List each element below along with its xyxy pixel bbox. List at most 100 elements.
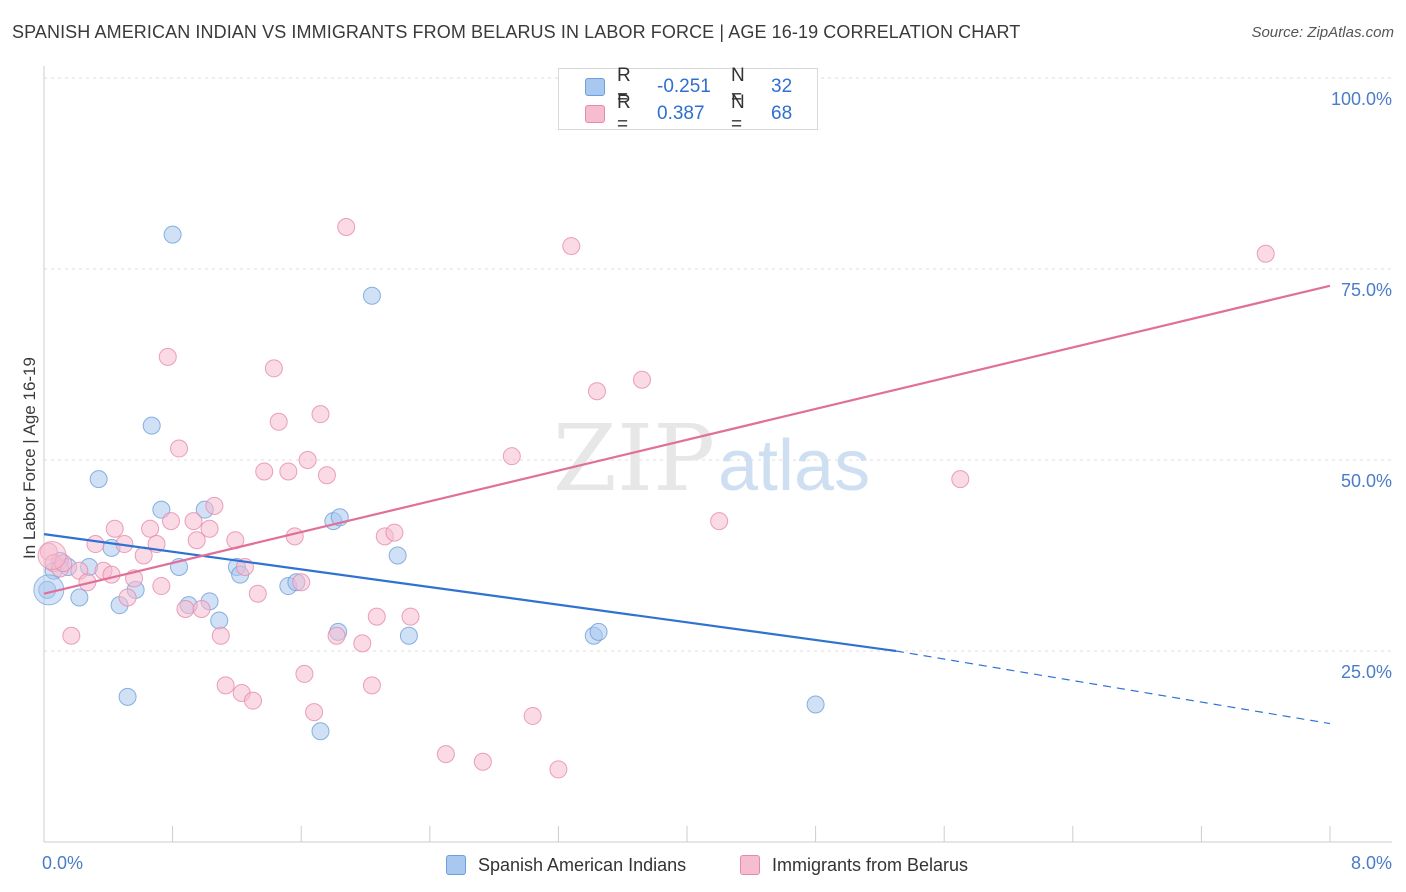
- point-immigrant-belarus: [205, 496, 224, 515]
- bottom-legend-series2: Immigrants from Belarus: [740, 852, 968, 878]
- point-immigrant-belarus: [295, 664, 314, 683]
- legend-swatch-pink: [585, 105, 605, 123]
- point-immigrant-belarus: [279, 462, 298, 481]
- trendline-immigrants-belarus: [43, 284, 1331, 595]
- point-spanish-american-indian: [163, 225, 182, 244]
- point-immigrant-belarus: [367, 607, 386, 626]
- point-immigrant-belarus: [710, 512, 729, 531]
- point-immigrant-belarus: [337, 217, 356, 236]
- point-immigrant-belarus: [118, 588, 137, 607]
- trend-layer: [43, 284, 1331, 725]
- point-spanish-american-indian: [142, 416, 161, 435]
- point-immigrant-belarus: [86, 535, 105, 554]
- point-immigrant-belarus-cluster: [37, 541, 67, 570]
- point-spanish-american-indian: [70, 588, 89, 607]
- point-immigrant-belarus: [62, 626, 81, 645]
- point-spanish-american-indian: [589, 622, 608, 641]
- legend-r-label: R =: [617, 92, 631, 135]
- point-immigrant-belarus: [385, 523, 404, 542]
- point-immigrant-belarus: [587, 382, 606, 401]
- legend-r-value-series1: -0.251: [657, 76, 711, 97]
- point-spanish-american-indian: [210, 611, 229, 630]
- legend-n-value-series1: 32: [771, 76, 793, 97]
- legend-n-value-series2: 68: [771, 103, 793, 124]
- point-immigrant-belarus: [184, 512, 203, 531]
- tick-label-layer: 25.0% 50.0% 75.0% 100.0% 0.0% 8.0%: [42, 89, 1392, 873]
- trendline-spanish-american-indians-extrapolated: [895, 650, 1331, 725]
- legend-r-label: R =: [617, 65, 631, 108]
- point-immigrant-belarus: [105, 519, 124, 538]
- x-tick-label-max: 8.0%: [1351, 853, 1392, 873]
- point-immigrant-belarus: [269, 412, 288, 431]
- points-layer: [33, 69, 1275, 779]
- point-immigrant-belarus: [170, 439, 189, 458]
- point-immigrant-belarus: [473, 752, 492, 771]
- point-immigrant-belarus: [176, 599, 195, 618]
- bottom-legend-swatch-blue: [446, 855, 466, 875]
- point-immigrant-belarus: [1256, 244, 1275, 263]
- point-spanish-american-indian: [388, 546, 407, 565]
- point-immigrant-belarus: [216, 676, 235, 695]
- point-immigrant-belarus: [317, 466, 336, 485]
- y-tick-label: 25.0%: [1341, 662, 1392, 682]
- bottom-legend-swatch-pink: [740, 855, 760, 875]
- legend-swatch-blue: [585, 78, 605, 96]
- point-immigrant-belarus: [523, 706, 542, 725]
- point-immigrant-belarus: [285, 527, 304, 546]
- correlation-legend: R = -0.251 N = 32 R = 0.387 N = 68: [558, 65, 818, 135]
- y-tick-label: 75.0%: [1341, 280, 1392, 300]
- chart-title: SPANISH AMERICAN INDIAN VS IMMIGRANTS FR…: [12, 22, 1021, 42]
- legend-n-label: N =: [731, 92, 745, 135]
- point-immigrant-belarus: [187, 531, 206, 550]
- point-immigrant-belarus: [311, 405, 330, 424]
- trendline-spanish-american-indians: [43, 533, 897, 653]
- x-tick-label-min: 0.0%: [42, 853, 83, 873]
- point-immigrant-belarus: [362, 676, 381, 695]
- axis-layer: [43, 66, 1392, 843]
- point-immigrant-belarus: [502, 447, 521, 466]
- point-immigrant-belarus: [327, 626, 346, 645]
- point-immigrant-belarus: [292, 573, 311, 592]
- point-immigrant-belarus: [353, 634, 372, 653]
- point-immigrant-belarus: [200, 519, 219, 538]
- point-immigrant-belarus: [192, 599, 211, 618]
- point-immigrant-belarus: [211, 626, 230, 645]
- y-tick-label: 100.0%: [1331, 89, 1392, 109]
- point-immigrant-belarus: [951, 470, 970, 489]
- legend-n-label: N =: [731, 65, 745, 108]
- point-immigrant-belarus: [549, 760, 568, 779]
- point-immigrant-belarus: [102, 565, 121, 584]
- point-spanish-american-indian: [118, 687, 137, 706]
- watermark-atlas: atlas: [718, 426, 870, 506]
- point-immigrant-belarus: [255, 462, 274, 481]
- point-immigrant-belarus: [248, 584, 267, 603]
- point-spanish-american-indian: [399, 626, 418, 645]
- watermark-zip: ZIP: [553, 405, 715, 512]
- point-immigrant-belarus: [562, 237, 581, 256]
- point-immigrant-belarus: [264, 359, 283, 378]
- point-spanish-american-indian: [806, 695, 825, 714]
- chart-source: Source: ZipAtlas.com: [1251, 24, 1394, 41]
- point-spanish-american-indian: [311, 722, 330, 741]
- point-immigrant-belarus: [141, 519, 160, 538]
- point-immigrant-belarus: [243, 691, 262, 710]
- point-immigrant-belarus: [401, 607, 420, 626]
- point-spanish-american-indian: [362, 286, 381, 305]
- point-spanish-american-indian: [152, 500, 171, 519]
- bottom-legend-series1: Spanish American Indians: [446, 852, 686, 878]
- bottom-legend-label-series1: Spanish American Indians: [478, 854, 687, 875]
- point-immigrant-belarus: [161, 512, 180, 531]
- point-immigrant-belarus: [152, 577, 171, 596]
- point-immigrant-belarus: [632, 370, 651, 389]
- y-tick-label: 50.0%: [1341, 471, 1392, 491]
- bottom-legend-label-series2: Immigrants from Belarus: [772, 854, 969, 875]
- point-spanish-american-indian: [89, 470, 108, 489]
- point-immigrant-belarus: [436, 745, 455, 764]
- point-immigrant-belarus: [305, 703, 324, 722]
- point-immigrant-belarus: [298, 451, 317, 469]
- point-immigrant-belarus: [158, 347, 177, 366]
- legend-r-value-series2: 0.387: [657, 103, 705, 124]
- watermark: ZIP atlas: [553, 405, 870, 512]
